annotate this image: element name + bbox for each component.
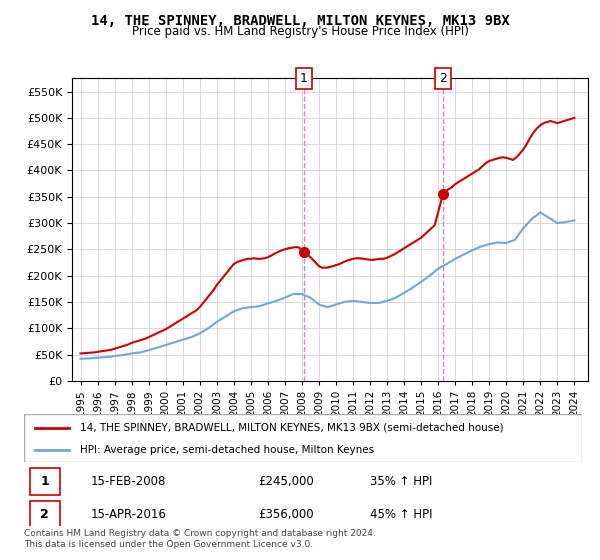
- Text: 1: 1: [40, 475, 49, 488]
- Text: 45% ↑ HPI: 45% ↑ HPI: [370, 507, 433, 521]
- Text: HPI: Average price, semi-detached house, Milton Keynes: HPI: Average price, semi-detached house,…: [80, 445, 374, 455]
- Text: Price paid vs. HM Land Registry's House Price Index (HPI): Price paid vs. HM Land Registry's House …: [131, 25, 469, 38]
- FancyBboxPatch shape: [29, 501, 60, 528]
- Text: 14, THE SPINNEY, BRADWELL, MILTON KEYNES, MK13 9BX: 14, THE SPINNEY, BRADWELL, MILTON KEYNES…: [91, 14, 509, 28]
- FancyBboxPatch shape: [24, 414, 582, 462]
- Text: 2: 2: [40, 507, 49, 521]
- Text: 35% ↑ HPI: 35% ↑ HPI: [370, 475, 433, 488]
- FancyBboxPatch shape: [29, 468, 60, 495]
- Text: £245,000: £245,000: [259, 475, 314, 488]
- Text: 15-APR-2016: 15-APR-2016: [91, 507, 167, 521]
- Text: 15-FEB-2008: 15-FEB-2008: [91, 475, 166, 488]
- Text: Contains HM Land Registry data © Crown copyright and database right 2024.
This d: Contains HM Land Registry data © Crown c…: [24, 529, 376, 549]
- Text: £356,000: £356,000: [259, 507, 314, 521]
- Text: 2: 2: [439, 72, 447, 85]
- Text: 14, THE SPINNEY, BRADWELL, MILTON KEYNES, MK13 9BX (semi-detached house): 14, THE SPINNEY, BRADWELL, MILTON KEYNES…: [80, 423, 503, 433]
- Text: 1: 1: [300, 72, 308, 85]
